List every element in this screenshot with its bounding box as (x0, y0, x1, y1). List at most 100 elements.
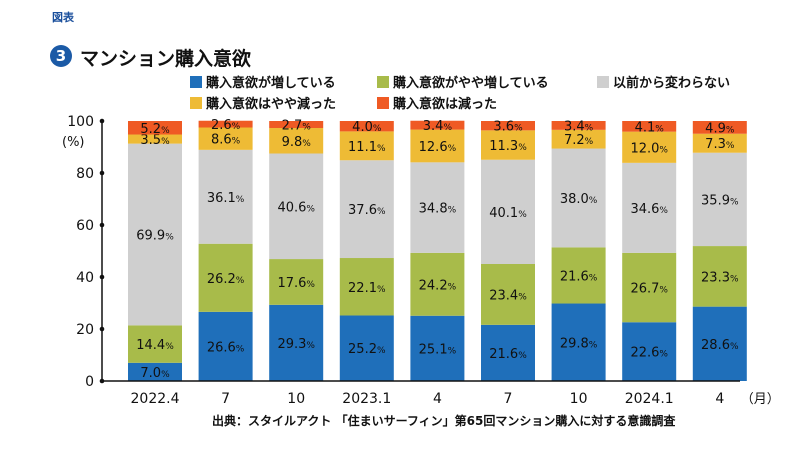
x-tick-label: 10 (287, 391, 305, 407)
data-label: 38.0% (560, 192, 598, 207)
x-unit-label: （月） (741, 392, 780, 407)
data-label: 22.6% (630, 346, 668, 361)
data-label: 29.8% (560, 336, 598, 351)
data-label: 37.6% (348, 203, 386, 218)
data-label: 14.4% (136, 338, 174, 353)
y-tick-label: 20 (76, 322, 94, 338)
data-label: 11.1% (348, 140, 386, 155)
bar-segment (481, 121, 535, 131)
data-label: 69.9% (136, 228, 174, 243)
data-label: 36.1% (207, 191, 245, 206)
data-label: 26.6% (207, 340, 245, 355)
data-label: 9.8% (282, 135, 312, 150)
data-label: 40.6% (277, 200, 315, 215)
bar-segment (410, 315, 465, 381)
bar-segment (692, 121, 747, 134)
bar-segment (269, 153, 324, 260)
data-label: 3.5% (140, 133, 170, 148)
data-label: 3.4% (423, 119, 453, 134)
bar-segment (551, 303, 606, 381)
data-label: 3.6% (493, 120, 523, 135)
y-tick-label: 80 (76, 166, 94, 182)
bar-segment (551, 121, 606, 130)
bar-segment (692, 152, 747, 247)
bar-segment (622, 252, 677, 323)
legend-item-increasing: 購入意欲が増している (190, 72, 336, 91)
y-tick-mark (99, 326, 105, 332)
bar-segment (198, 127, 253, 150)
chart-title: マンション購入意欲 (80, 48, 252, 70)
y-tick-label: 100 (67, 114, 94, 130)
data-label: 7.0% (140, 366, 170, 381)
bar-segment (481, 324, 535, 381)
bar-segment (198, 149, 253, 244)
bar-segment (339, 258, 394, 316)
data-label: 7.3% (705, 137, 735, 152)
data-label: 26.7% (630, 282, 668, 297)
bar-segment (692, 133, 747, 153)
data-label: 28.6% (701, 338, 739, 353)
data-label: 12.6% (419, 140, 457, 155)
data-label: 25.2% (348, 342, 386, 357)
bar-segment (198, 243, 253, 312)
x-tick-label: 2022.4 (131, 391, 180, 407)
data-label: 24.2% (419, 278, 457, 293)
bar-segment (339, 131, 394, 161)
x-tick-label: 7 (221, 391, 230, 407)
bar-segment (128, 362, 182, 381)
bar-segment (410, 162, 465, 253)
bar-segment (128, 325, 182, 363)
data-label: 35.9% (701, 193, 739, 208)
figure-number-badge: 3 (50, 45, 72, 67)
data-label: 21.6% (489, 347, 527, 362)
data-label: 7.2% (564, 133, 594, 148)
y-tick-label: 60 (76, 218, 94, 234)
data-label: 3.4% (564, 119, 594, 134)
y-tick-label: 40 (76, 270, 94, 286)
data-label: 23.4% (489, 288, 527, 303)
bar-segment (198, 120, 253, 128)
legend-label-slightly-decreased: 購入意欲はやや減った (206, 97, 337, 112)
legend-item-slightly-increasing: 購入意欲がやや増している (377, 72, 549, 91)
data-label: 29.3% (277, 337, 315, 352)
y-tick-mark (99, 170, 105, 176)
data-label: 34.8% (419, 202, 457, 217)
figure-tag: 図表 (52, 11, 74, 24)
bar-segment (128, 121, 182, 135)
bar-segment (410, 252, 465, 316)
bar-segment (622, 131, 677, 163)
legend-swatch-slightly-decreased (190, 96, 202, 109)
x-tick-label: 7 (504, 391, 513, 407)
data-label: 5.2% (140, 122, 170, 137)
y-tick-label: 0 (85, 374, 94, 390)
bar-segment (622, 322, 677, 381)
x-tick-label: 4 (433, 391, 442, 407)
legend-item-slightly-decreased: 購入意欲はやや減った (190, 93, 336, 112)
bar-segment (481, 159, 535, 264)
bar-segment (269, 304, 324, 381)
bar-segment (410, 129, 465, 163)
x-tick-label: 2024.1 (625, 391, 674, 407)
x-tick-label: 4 (715, 391, 724, 407)
bar-segment (269, 128, 324, 154)
legend-item-unchanged: 以前から変わらない (597, 72, 730, 91)
bar-segment (622, 121, 677, 132)
data-label: 4.9% (705, 121, 735, 136)
bar-segment (410, 120, 465, 130)
legend-swatch-slightly-increasing (377, 75, 389, 88)
y-tick-mark (99, 222, 105, 228)
source-note: 出典：スタイルアクト 「住まいサーフィン」第65回マンション購入に対する意識調査 (212, 414, 676, 428)
legend-swatch-decreased (377, 96, 389, 109)
data-label: 40.1% (489, 206, 527, 221)
bar-segment (481, 130, 535, 160)
y-tick-mark (99, 118, 105, 124)
legend-label-unchanged: 以前から変わらない (613, 76, 731, 91)
data-label: 4.1% (635, 120, 665, 135)
x-tick-label: 10 (570, 391, 588, 407)
y-unit-label: (%) (62, 135, 85, 150)
bar-segment (551, 148, 606, 248)
bar-segment (269, 259, 324, 305)
bar-segment (692, 306, 747, 381)
y-tick-mark (99, 378, 105, 384)
bar-segment (339, 121, 394, 132)
